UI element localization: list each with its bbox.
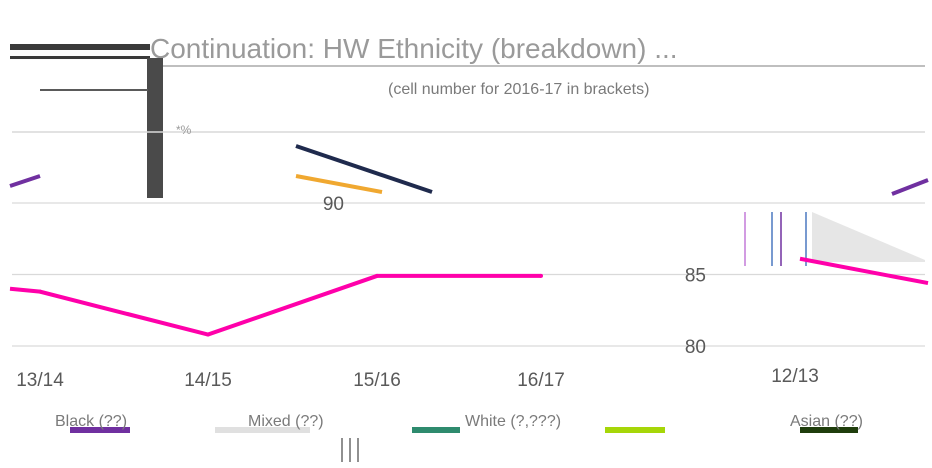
x-axis-tick-labels: 13/14 14/15 15/16 16/17 12/13 (16, 366, 819, 391)
series-point-all (375, 273, 379, 278)
x-tick-label: 14/15 (184, 370, 232, 391)
series-navy-segment (295, 144, 433, 194)
y-axis-tick-labels: 80 85 90 (323, 194, 706, 358)
title-area: Continuation: HW Ethnicity (breakdown) .… (10, 33, 925, 198)
legend-label-asian: Asian (??) (790, 413, 863, 430)
series-group (9, 256, 929, 337)
chart-title: Continuation: HW Ethnicity (breakdown) .… (150, 33, 678, 64)
series-orange-segment (295, 174, 383, 194)
series-purple-left (9, 174, 41, 188)
vertical-bar-dark (147, 58, 163, 198)
second-panel (744, 212, 925, 266)
title-bar-left (10, 44, 150, 50)
legend-label-white: White (?,???) (465, 413, 561, 430)
panel-shaded-area (812, 212, 925, 262)
chart-subtitle: (cell number for 2016-17 in brackets) (388, 81, 649, 98)
series-point-all (206, 332, 210, 337)
y-tick-label: 90 (323, 194, 344, 215)
x-tick-label: 15/16 (353, 370, 401, 391)
x-tick-label: 13/14 (16, 370, 64, 391)
series-purple-right (891, 178, 929, 196)
series-point-all (38, 289, 42, 294)
title-bar-left-2 (10, 56, 150, 59)
small-axis-marker: *% (176, 123, 192, 137)
series-line-all (9, 273, 541, 337)
legend-label-black: Black (??) (55, 413, 127, 430)
series-line-all-second-panel (799, 256, 929, 286)
upper-series: *% (9, 123, 929, 196)
x-tick-label-second-panel: 12/13 (771, 366, 819, 387)
y-tick-label: 85 (685, 266, 706, 287)
legend: Black (??) Mixed (??) White (?,???) Asia… (55, 413, 863, 462)
x-tick-label: 16/17 (517, 370, 565, 391)
y-tick-label: 80 (685, 337, 706, 358)
legend-label-mixed: Mixed (??) (248, 413, 324, 430)
series-point-all (539, 273, 543, 278)
